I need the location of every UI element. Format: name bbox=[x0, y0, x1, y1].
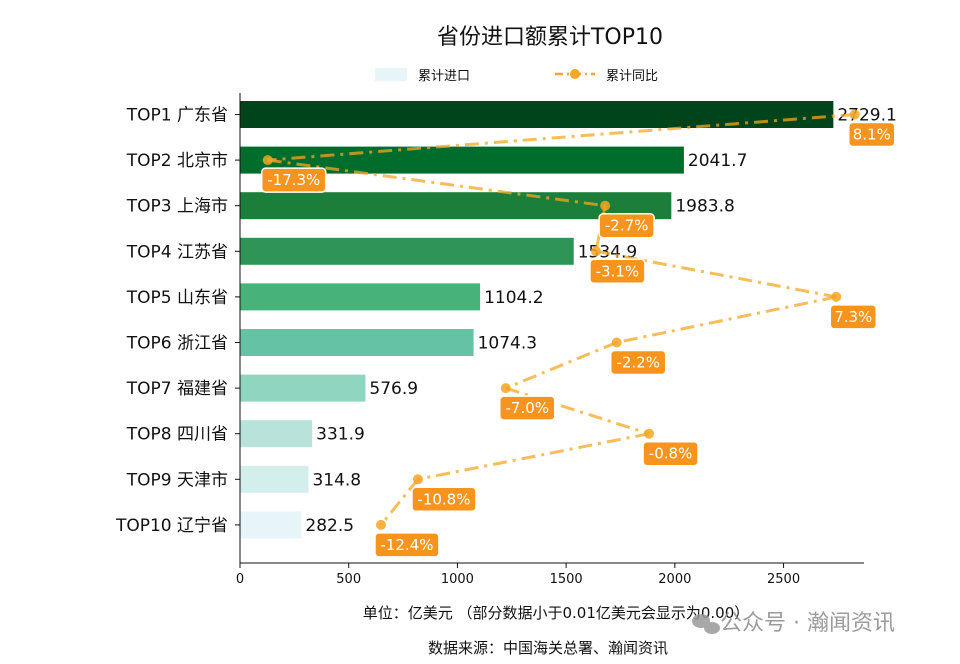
yoy-marker-2 bbox=[262, 155, 273, 166]
bar-value-label-10: 282.5 bbox=[305, 516, 354, 536]
category-label-2: TOP2 北京市 bbox=[126, 151, 228, 171]
x-tick-label-3: 1500 bbox=[550, 572, 583, 587]
chart-title: 省份进口额累计TOP10 bbox=[437, 25, 663, 50]
yoy-line-segment-2 bbox=[267, 158, 606, 208]
category-label-3: TOP3 上海市 bbox=[126, 197, 228, 217]
bar-value-label-2: 2041.7 bbox=[688, 151, 747, 171]
bar-value-label-9: 314.8 bbox=[312, 470, 361, 490]
legend-label-bar: 累计进口 bbox=[418, 69, 470, 84]
line-layer: 8.1% -17.3% -2.7% -3.1% 7.3% -2.2% -7.0% -0.8% -… bbox=[260, 109, 896, 558]
bar-9 bbox=[240, 465, 309, 493]
bar-value-label-3: 1983.8 bbox=[675, 197, 734, 217]
legend: 累计进口 累计同比 bbox=[375, 68, 658, 84]
category-label-8: TOP8 四川省 bbox=[126, 425, 228, 445]
category-label-6: TOP6 浙江省 bbox=[126, 334, 228, 354]
yoy-label-box-9 bbox=[411, 486, 477, 513]
yoy-marker-1 bbox=[849, 109, 860, 120]
yoy-label-9: -10.8% bbox=[417, 490, 470, 508]
x-tick-label-5: 2500 bbox=[767, 572, 800, 587]
bar-8 bbox=[240, 420, 313, 448]
yoy-label-1: 8.1% bbox=[853, 126, 891, 144]
wechat-icon bbox=[692, 614, 720, 634]
yoy-label-10: -12.4% bbox=[380, 536, 433, 554]
yoy-label-6: -2.2% bbox=[616, 354, 660, 372]
category-label-4: TOP4 江苏省 bbox=[126, 242, 228, 262]
yoy-label-5: 7.3% bbox=[834, 308, 872, 326]
yoy-marker-4 bbox=[590, 246, 601, 257]
bar-5 bbox=[240, 283, 481, 311]
yoy-label-box-5 bbox=[829, 304, 878, 330]
yoy-label-box-7 bbox=[499, 395, 556, 421]
legend-swatch-marker bbox=[570, 69, 580, 79]
category-label-5: TOP5 山东省 bbox=[126, 288, 228, 308]
yoy-marker-3 bbox=[600, 200, 611, 211]
bar-4 bbox=[240, 237, 574, 265]
x-axis-title: 单位：亿美元 （部分数据小于0.01亿美元会显示为0.00） bbox=[363, 604, 750, 622]
yoy-label-7: -7.0% bbox=[506, 399, 550, 417]
bar-value-label-8: 331.9 bbox=[316, 425, 365, 445]
watermark-text: 公众号 · 瀚闻资讯 bbox=[720, 611, 895, 636]
yoy-label-box-8 bbox=[642, 440, 699, 467]
yoy-label-8: -0.8% bbox=[649, 445, 693, 463]
bar-1 bbox=[240, 101, 834, 128]
yoy-label-box-1 bbox=[848, 121, 896, 148]
bar-value-label-7: 576.9 bbox=[369, 379, 418, 399]
category-label-1: TOP1 广东省 bbox=[126, 106, 228, 126]
source-text: 数据来源：中国海关总署、瀚闻资讯 bbox=[428, 639, 668, 657]
yoy-marker-8 bbox=[644, 428, 655, 439]
yoy-label-2: -17.3% bbox=[267, 171, 320, 189]
legend-label-line: 累计同比 bbox=[606, 69, 658, 84]
bar-value-label-6: 1074.3 bbox=[478, 334, 537, 354]
watermark: 公众号 · 瀚闻资讯 bbox=[692, 611, 895, 636]
yoy-line-segment-1 bbox=[267, 113, 855, 162]
category-label-9: TOP9 天津市 bbox=[126, 470, 228, 490]
legend-swatch-bar bbox=[375, 68, 407, 81]
yoy-line-segment-5 bbox=[616, 295, 837, 344]
yoy-marker-7 bbox=[500, 383, 511, 394]
bar-6 bbox=[240, 329, 474, 356]
yoy-line-segment-7 bbox=[505, 386, 650, 436]
x-tick-label-0: 0 bbox=[236, 572, 244, 587]
x-tick-label-1: 500 bbox=[336, 572, 361, 587]
x-tick-label-2: 1000 bbox=[441, 572, 474, 587]
yoy-label-box-4 bbox=[589, 258, 646, 285]
bar-7 bbox=[240, 374, 366, 402]
category-label-7: TOP7 福建省 bbox=[126, 379, 228, 399]
yoy-label-box-3 bbox=[598, 212, 655, 239]
yoy-label-box-10 bbox=[374, 532, 440, 558]
yoy-marker-9 bbox=[412, 474, 423, 485]
x-tick-label-4: 2000 bbox=[658, 572, 691, 587]
bar-value-label-5: 1104.2 bbox=[484, 288, 543, 308]
yoy-marker-10 bbox=[375, 519, 386, 530]
yoy-marker-5 bbox=[831, 291, 842, 302]
bar-3 bbox=[240, 192, 672, 220]
yoy-marker-6 bbox=[611, 337, 622, 348]
yoy-label-box-6 bbox=[609, 349, 667, 376]
yoy-line-segment-8 bbox=[417, 432, 650, 481]
category-label-10: TOP10 辽宁省 bbox=[115, 516, 228, 536]
yoy-line-segment-9 bbox=[379, 478, 420, 526]
yoy-label-box-2 bbox=[260, 167, 327, 193]
yoy-label-4: -3.1% bbox=[596, 262, 640, 280]
yoy-line-segment-6 bbox=[505, 341, 618, 390]
axes-layer: 0 500 1000 1500 2000 2500 bbox=[235, 93, 864, 587]
yoy-label-3: -2.7% bbox=[605, 217, 649, 235]
bar-10 bbox=[240, 511, 302, 539]
